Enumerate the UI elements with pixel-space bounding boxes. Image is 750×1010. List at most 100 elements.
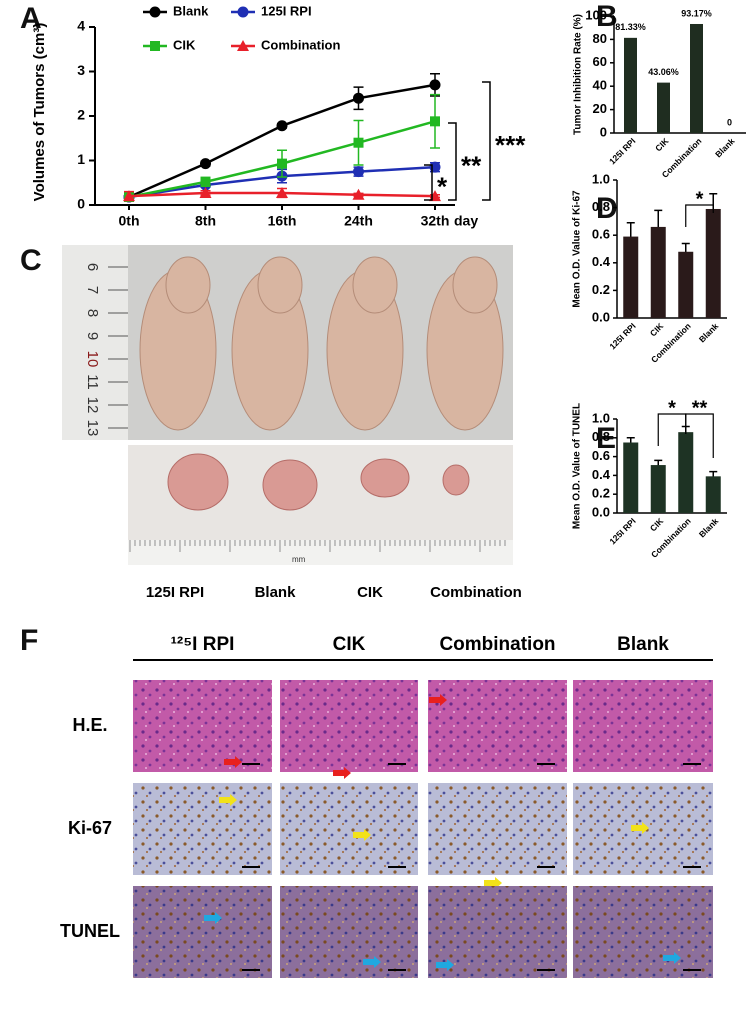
marker — [353, 166, 364, 178]
arrow — [663, 952, 681, 964]
ruler-label: 12 — [84, 397, 101, 414]
marker — [430, 116, 440, 127]
tumor — [167, 453, 229, 511]
mouse-head — [257, 256, 303, 314]
x-tick-label: 125I RPI — [607, 321, 637, 351]
row-label: TUNEL — [60, 921, 120, 941]
arrow — [631, 822, 649, 834]
value-label: 43.06% — [648, 67, 679, 77]
y-tick-label: 80 — [593, 31, 607, 46]
photo-caption: Blank — [255, 584, 297, 601]
bar — [657, 82, 670, 133]
x-tick-label: CIK — [648, 515, 666, 533]
x-tick-label: 16th — [268, 213, 297, 229]
micrograph — [133, 783, 272, 875]
y-axis-label: Mean O.D. Value of Ki-67 — [572, 190, 583, 308]
micrograph — [133, 886, 272, 978]
y-tick-label: 0 — [77, 196, 85, 212]
micrograph — [280, 680, 418, 772]
legend-label: 125I RPI — [261, 3, 312, 18]
significance-label: * — [696, 188, 704, 210]
bar — [623, 442, 639, 513]
micrograph — [428, 680, 567, 772]
significance-bracket — [424, 164, 433, 201]
legend-marker — [237, 40, 249, 51]
bar — [678, 251, 694, 318]
marker — [429, 79, 441, 91]
y-tick-label: 0.0 — [592, 504, 610, 519]
x-tick-label: Blank — [713, 136, 737, 160]
y-tick-label: 100 — [585, 7, 607, 22]
arrow — [429, 694, 447, 706]
significance-label: ** — [461, 150, 482, 180]
y-axis-label: Mean O.D. Value of TUNEL — [572, 403, 583, 529]
marker — [277, 158, 287, 169]
y-tick-label: 0.4 — [592, 254, 611, 269]
x-axis-label: day — [454, 213, 478, 229]
row-label: Ki-67 — [68, 818, 112, 838]
tumor — [360, 458, 410, 498]
y-tick-label: 1.0 — [592, 171, 610, 186]
legend-marker — [237, 6, 249, 18]
panel-label: E — [596, 422, 616, 455]
y-axis-label: Volumes of Tumors (cm³) — [31, 23, 48, 202]
y-tick-label: 20 — [593, 101, 607, 116]
bar — [678, 432, 694, 513]
y-tick-label: 0.0 — [592, 309, 610, 324]
ruler-label: 9 — [84, 332, 101, 340]
ruler-label: 13 — [84, 420, 101, 437]
marker — [353, 92, 364, 104]
arrow — [436, 959, 454, 971]
tumor — [262, 459, 318, 511]
panel-label: D — [596, 192, 618, 225]
ruler — [62, 245, 128, 440]
ruler-label: 8 — [84, 309, 101, 317]
x-tick-label: 0th — [119, 213, 140, 229]
marker — [353, 137, 364, 148]
y-tick-label: 0 — [600, 124, 607, 139]
micrograph — [428, 783, 567, 875]
x-tick-label: CIK — [653, 135, 671, 153]
value-label: 0 — [727, 117, 732, 127]
panel-label: F — [20, 624, 38, 657]
value-label: 93.17% — [681, 8, 712, 18]
column-header: CIK — [333, 634, 366, 655]
marker — [276, 120, 288, 132]
y-tick-label: 2 — [77, 107, 85, 123]
micrograph — [280, 886, 418, 978]
photo-caption: Combination — [430, 584, 522, 601]
y-tick-label: 1.0 — [592, 410, 610, 425]
significance-label: * — [437, 171, 448, 201]
significance-label: * — [668, 397, 676, 419]
photo-caption: 125I RPI — [146, 584, 204, 601]
micrograph — [573, 886, 713, 978]
y-tick-label: 4 — [77, 18, 85, 34]
legend-label: Blank — [173, 3, 209, 18]
y-tick-label: 40 — [593, 78, 607, 93]
tumors — [167, 453, 470, 511]
ruler-label: 10 — [84, 351, 101, 368]
y-tick-label: 1 — [77, 151, 85, 167]
arrow — [224, 756, 242, 768]
legend-marker — [150, 41, 160, 51]
ruler-label: 6 — [84, 263, 101, 271]
micrograph — [573, 680, 713, 772]
x-tick-label: 24th — [344, 213, 373, 229]
bar — [690, 23, 703, 133]
legend-label: Combination — [261, 37, 340, 52]
legend-marker — [149, 6, 161, 18]
x-tick-label: Blank — [697, 321, 721, 345]
legend-label: CIK — [173, 37, 196, 52]
arrow — [219, 794, 237, 806]
y-tick-label: 0.8 — [592, 199, 610, 214]
significance-bracket — [482, 81, 491, 201]
mice — [139, 256, 504, 431]
y-axis-label: Tumor Inhibition Rate (%) — [573, 14, 584, 135]
marker — [123, 190, 135, 202]
arrow — [333, 767, 351, 779]
x-tick-label: Blank — [697, 516, 721, 540]
significance-bracket — [685, 413, 714, 458]
y-tick-label: 0.4 — [592, 467, 611, 482]
row-label: H.E. — [72, 715, 107, 735]
micrograph — [280, 783, 418, 875]
